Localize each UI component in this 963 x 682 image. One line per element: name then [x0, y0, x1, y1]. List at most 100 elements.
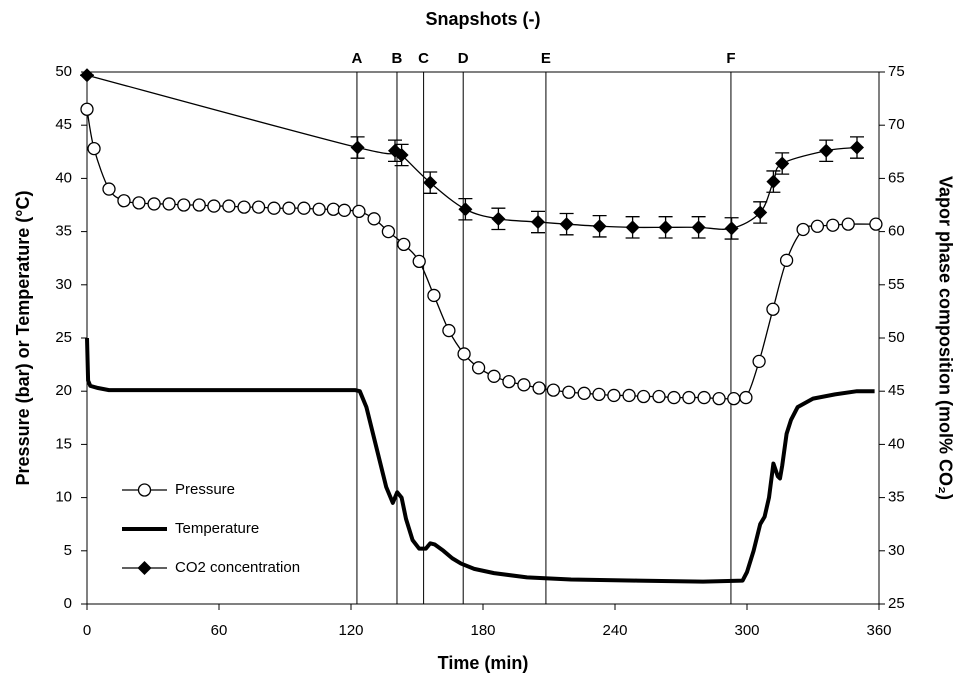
point [147, 197, 161, 211]
legend-item: Pressure [122, 481, 235, 498]
point [222, 199, 236, 213]
point [532, 381, 546, 395]
point [132, 196, 146, 210]
x-tick-label: 360 [866, 622, 891, 639]
point [531, 215, 545, 230]
x-tick-label: 60 [211, 622, 228, 639]
chart-title: Snapshots (-) [426, 9, 541, 29]
y-tick-label: 30 [55, 276, 72, 293]
point [546, 383, 561, 397]
point [712, 391, 726, 406]
legend-item: CO2 concentration [122, 559, 300, 576]
point [381, 224, 396, 239]
point [267, 201, 281, 215]
point [102, 182, 116, 196]
point [841, 217, 855, 231]
point [87, 141, 101, 156]
y2-tick-label: 50 [888, 329, 905, 346]
y-tick-label: 20 [55, 382, 72, 399]
point [562, 385, 576, 399]
point [412, 254, 426, 269]
point [691, 220, 706, 235]
y2-tick-label: 60 [888, 223, 905, 240]
point [471, 361, 486, 375]
point [652, 389, 666, 404]
point [658, 220, 673, 235]
point [192, 198, 206, 212]
point [352, 204, 366, 219]
y-tick-label: 5 [64, 542, 72, 559]
point [607, 388, 621, 403]
point [766, 302, 780, 316]
y-axis-title: Pressure (bar) or Temperature (°C) [13, 191, 33, 486]
point [394, 147, 409, 162]
y2-tick-label: 40 [888, 435, 905, 452]
legend-label: Pressure [175, 481, 235, 498]
series-line [85, 337, 875, 584]
y2-tick-label: 65 [888, 169, 905, 186]
y2-tick-label: 25 [888, 595, 905, 612]
y-tick-label: 45 [55, 116, 72, 133]
y2-tick-label: 55 [888, 276, 905, 293]
point [367, 212, 381, 226]
point [592, 387, 606, 402]
legend-label: CO2 concentration [175, 559, 300, 576]
point [337, 203, 352, 217]
snapshot-label: F [726, 50, 735, 67]
snapshot-label: D [458, 50, 469, 67]
point [282, 201, 296, 215]
point [622, 388, 636, 403]
point [80, 68, 94, 83]
point [559, 217, 574, 232]
y-tick-label: 35 [55, 223, 72, 240]
y2-tick-label: 45 [888, 382, 905, 399]
y2-tick-label: 35 [888, 489, 905, 506]
point [625, 220, 640, 235]
point [442, 323, 456, 338]
point [766, 174, 781, 189]
point [458, 202, 473, 217]
point [727, 391, 741, 406]
point [752, 354, 766, 369]
point [326, 202, 341, 216]
snapshot-label: A [352, 50, 363, 67]
point [775, 156, 790, 171]
y2-tick-label: 30 [888, 542, 905, 559]
x-tick-label: 180 [470, 622, 495, 639]
y-tick-label: 25 [55, 329, 72, 346]
point [423, 175, 438, 190]
point [457, 347, 471, 361]
point [697, 390, 711, 405]
legend-marker [137, 483, 152, 497]
point [162, 197, 176, 211]
point [237, 200, 251, 214]
point [117, 194, 131, 208]
snapshot-label: E [541, 50, 551, 67]
point [869, 217, 883, 231]
y-tick-label: 50 [55, 63, 72, 80]
x-axis-title: Time (min) [438, 653, 529, 673]
y-tick-label: 15 [55, 435, 72, 452]
snapshot-label: B [392, 50, 403, 67]
point [850, 140, 864, 155]
point [796, 222, 810, 237]
point [177, 198, 191, 212]
point [810, 219, 825, 233]
y-tick-label: 40 [55, 169, 72, 186]
y2-tick-label: 70 [888, 116, 905, 133]
point [397, 237, 411, 252]
point [487, 369, 501, 383]
x-tick-label: 0 [83, 622, 91, 639]
legend-marker [137, 561, 152, 575]
point [251, 200, 266, 214]
point [667, 390, 681, 405]
point [312, 202, 326, 216]
point [350, 140, 365, 155]
point [80, 102, 94, 116]
point [753, 205, 768, 220]
point [517, 378, 531, 392]
legend-label: Temperature [175, 520, 259, 537]
point [427, 288, 441, 303]
